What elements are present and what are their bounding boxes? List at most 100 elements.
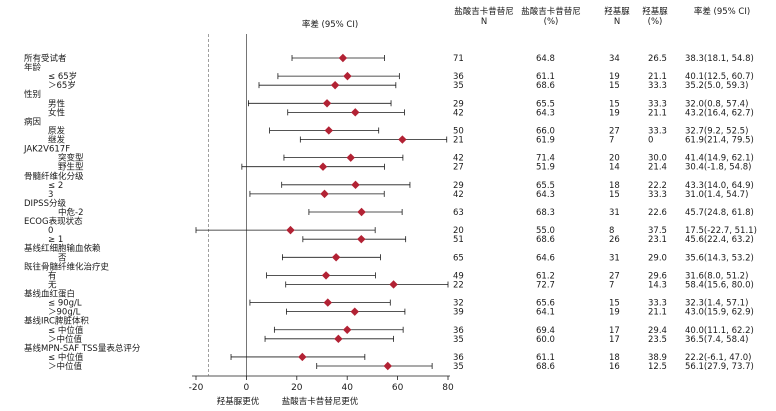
row-label: 女性 (48, 107, 66, 118)
cell-pct2: 29.4 (648, 326, 667, 336)
cell-n1: 42 (453, 108, 464, 118)
cell-n1: 32 (453, 299, 464, 309)
row-label: ＞中位值 (48, 361, 83, 372)
cell-n2: 17 (609, 326, 620, 336)
point-estimate-marker (343, 71, 352, 81)
cell-ci: 41.4(14.9, 62.1) (685, 154, 754, 164)
row-label: ≥ 1 (48, 235, 63, 245)
row-label: ECOG表现状态 (24, 216, 83, 227)
cell-pct2: 14.3 (648, 280, 667, 290)
cell-n2: 18 (609, 181, 620, 191)
chart-title: 率差 (95% CI) (302, 19, 358, 30)
subgroup-row: 有 49 61.2 27 29.6 31.6(8.0, 51.2) (48, 270, 748, 281)
cell-pct2: 33.3 (648, 99, 667, 109)
row-label: 继发 (48, 135, 66, 146)
subgroup-row: ≤ 中位值 36 69.4 17 29.4 40.0(11.1, 62.2) (48, 325, 754, 336)
point-estimate-marker (324, 126, 334, 135)
point-estimate-marker (351, 180, 360, 190)
group-header-row: 性别 (24, 89, 41, 100)
point-estimate-marker (330, 80, 340, 90)
cell-n1: 35 (453, 362, 464, 372)
point-estimate-marker (322, 99, 332, 108)
x-tick-label: 0 (244, 383, 250, 393)
point-estimate-marker (286, 225, 295, 235)
subgroup-row: ＞中位值 35 68.6 16 12.5 56.1(27.9, 73.7) (48, 361, 754, 372)
point-estimate-marker (298, 352, 307, 362)
subgroup-row: 原发 50 66.0 27 33.3 32.7(9.2, 52.5) (48, 125, 748, 136)
cell-ci: 32.7(9.2, 52.5) (685, 126, 748, 136)
group-header-row: DIPSS分级 (24, 198, 66, 209)
cell-n2: 15 (609, 81, 620, 91)
cell-n2: 18 (609, 353, 620, 363)
x-tick-label: 80 (442, 383, 454, 393)
cell-n1: 42 (453, 154, 464, 164)
cell-n2: 19 (609, 72, 620, 82)
cell-ci: 56.1(27.9, 73.7) (685, 362, 754, 372)
point-estimate-marker (357, 207, 366, 217)
cell-pct2: 12.5 (648, 362, 667, 372)
cell-pct1: 51.9 (536, 163, 555, 173)
cell-n2: 16 (609, 362, 620, 372)
group-header-row: 骨髓纤维化分级 (24, 171, 84, 182)
row-label: 年龄 (24, 62, 42, 73)
cell-n1: 39 (453, 308, 464, 318)
cell-n1: 42 (453, 190, 464, 200)
cell-ci: 35.6(14.3, 53.2) (685, 253, 754, 263)
cell-pct1: 65.6 (536, 299, 555, 309)
cell-pct1: 69.4 (536, 326, 555, 336)
row-label: 无 (48, 280, 57, 290)
cell-pct2: 23.5 (648, 335, 667, 345)
subgroup-row: 否 65 64.6 31 29.0 35.6(14.3, 53.2) (58, 253, 754, 263)
point-estimate-marker (338, 53, 348, 63)
point-estimate-marker (383, 361, 392, 371)
row-label: 所有受试者 (24, 53, 67, 64)
cell-ci: 40.1(12.5, 60.7) (685, 72, 754, 82)
row-label: ＞65岁 (48, 80, 76, 91)
cell-pct1: 61.1 (536, 353, 555, 363)
row-label: 原发 (48, 125, 66, 136)
subgroup-row: ≤ 90g/L 32 65.6 15 33.3 32.3(1.4, 57.1) (48, 298, 748, 309)
cell-ci: 30.4(-1.8, 54.8) (685, 163, 751, 173)
subgroup-row: 野生型 27 51.9 14 21.4 30.4(-1.8, 54.8) (58, 162, 751, 173)
cell-pct1: 72.7 (536, 280, 555, 290)
point-estimate-marker (331, 253, 341, 262)
cell-pct1: 61.2 (536, 271, 555, 281)
cell-n1: 71 (453, 54, 464, 64)
row-label: ≤ 90g/L (48, 299, 82, 309)
cell-n1: 29 (453, 181, 464, 191)
header-pct1-0: 盐酸吉卡昔替尼 (521, 6, 581, 17)
cell-pct2: 0 (648, 136, 653, 146)
cell-pct2: 33.3 (648, 81, 667, 91)
subgroup-row: ＞65岁 35 68.6 15 33.3 35.2(5.0, 59.3) (48, 80, 748, 91)
cell-pct2: 33.3 (648, 126, 667, 136)
cell-pct2: 23.1 (648, 235, 667, 245)
row-label: DIPSS分级 (24, 198, 66, 209)
cell-pct1: 68.3 (536, 208, 555, 218)
x-label-right: 盐酸吉卡昔替尼更优 (282, 396, 359, 407)
group-header-row: 病因 (24, 116, 41, 127)
cell-ci: 40.0(11.1, 62.2) (685, 326, 754, 336)
cell-n2: 19 (609, 108, 620, 118)
subgroup-row: ≤ 中位值 36 61.1 18 38.9 22.2(-6.1, 47.0) (48, 352, 751, 363)
row-label: 野生型 (58, 162, 84, 173)
subgroup-row: 0 20 55.0 8 37.5 17.5(-22.7, 51.1) (48, 225, 757, 236)
cell-n2: 34 (609, 54, 620, 64)
header-n2-1: N (614, 17, 620, 27)
cell-ci: 17.5(-22.7, 51.1) (685, 226, 757, 236)
cell-pct2: 30.0 (648, 154, 667, 164)
point-estimate-marker (323, 298, 332, 307)
group-header-row: JAK2V617F (23, 145, 70, 155)
cell-n2: 20 (609, 154, 620, 164)
cell-n1: 21 (453, 136, 464, 146)
cell-pct2: 22.6 (648, 208, 667, 218)
cell-n2: 15 (609, 99, 620, 109)
subgroup-row: 所有受试者 71 64.8 34 26.5 38.3(18.1, 54.8) (24, 53, 754, 64)
subgroup-row: ≤ 2 29 65.5 18 22.2 43.3(14.0, 64.9) (48, 180, 754, 191)
cell-pct2: 21.4 (648, 163, 667, 173)
x-tick-label: -20 (189, 383, 204, 393)
row-label: ＞90g/L (48, 308, 81, 318)
row-label: 基线血红蛋白 (24, 289, 75, 300)
cell-n2: 31 (609, 253, 620, 263)
cell-pct1: 61.1 (536, 72, 555, 82)
